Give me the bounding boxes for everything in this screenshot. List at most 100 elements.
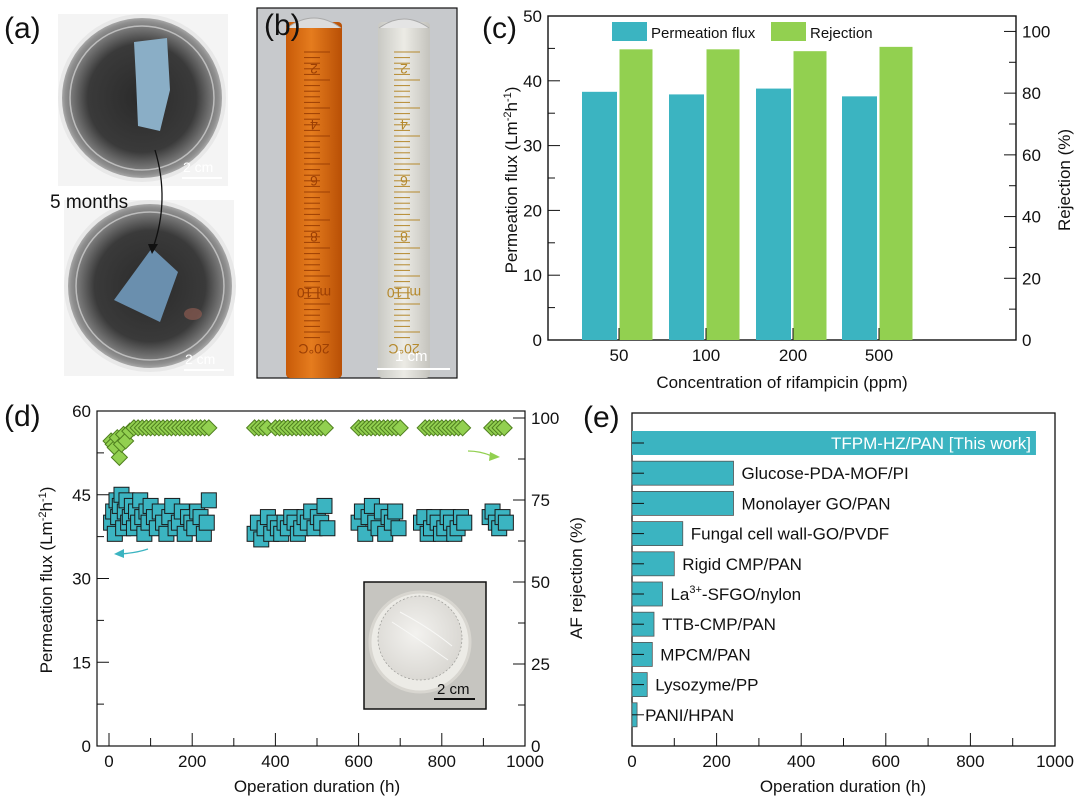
y-tick-label: 40	[523, 72, 542, 91]
tube-mark-label: 6	[400, 173, 408, 189]
tube-mark-label: ml 10	[297, 285, 331, 301]
duration-bar	[631, 490, 734, 516]
bar-flux	[582, 91, 617, 340]
scale-text-top: 2 cm	[183, 159, 213, 175]
x-tick-label: 200	[178, 752, 206, 771]
bar-label: Glucose-PDA-MOF/PI	[742, 464, 909, 483]
panel-d: (d) 0 200 400 600 800 10000153045600255075100…	[4, 400, 586, 796]
y-tick-label: 30	[72, 570, 91, 589]
rejection-point	[316, 419, 335, 437]
flux-point	[319, 520, 336, 537]
flux-point	[200, 492, 217, 509]
y2-tick-label: 75	[531, 491, 550, 510]
rejection-point	[495, 419, 513, 437]
tube-mark-label: 8	[400, 229, 408, 245]
legend-label-flux: Permeation flux	[651, 25, 756, 42]
panel-b-label: (b)	[264, 9, 301, 42]
bar-rejection	[619, 49, 653, 340]
aging-arrow	[152, 149, 163, 249]
bar-rejection	[793, 51, 827, 340]
tube-mark-label: ml 10	[387, 285, 421, 301]
membrane-inset-photo: 2 cm	[363, 581, 487, 710]
bar-flux	[756, 88, 791, 341]
panel-e: (e) TFPM-HZ/PAN [This work] Glucose-PDA-M…	[583, 401, 1074, 796]
bar-label: Rigid CMP/PAN	[682, 555, 802, 574]
bar-label: TFPM-HZ/PAN [This work]	[831, 434, 1031, 453]
panel-a: (a) 2 cm 2 cm 5 months	[4, 12, 236, 376]
bar-label: PANI/HPAN	[645, 706, 734, 725]
bar-flux	[669, 94, 704, 341]
y2-tick-label: 100	[1022, 22, 1050, 41]
x-axis-title-e: Operation duration (h)	[760, 777, 926, 796]
bar-label: Monolayer GO/PAN	[742, 494, 891, 513]
y-tick-label: 20	[523, 201, 542, 220]
arrow-left-icon	[114, 549, 124, 558]
x-axis-title-d: Operation duration (h)	[234, 777, 400, 796]
y-axis-title-d: Permeation flux (Lm-2h-1)	[37, 487, 56, 674]
y-tick-label: 10	[523, 266, 542, 285]
y2-tick-label: 80	[1022, 84, 1041, 103]
x-tick-label: 600	[344, 752, 372, 771]
flux-point	[198, 514, 215, 531]
rifampicin-tube-orange: 2 4 6 8 ml 10 20°C	[286, 17, 342, 378]
y2-axis-title-d: AF rejection (%)	[567, 517, 586, 639]
arrow-head-icon	[148, 244, 158, 254]
rejection-point	[200, 419, 218, 437]
legend-swatch-flux	[612, 22, 647, 41]
y2-tick-label: 20	[1022, 269, 1041, 288]
panel-e-label: (e)	[583, 401, 620, 434]
scale-text-tubes: 1 cm	[395, 348, 428, 365]
y-tick-label: 30	[523, 137, 542, 156]
arrow-right-icon	[489, 452, 500, 461]
x-tick-label: 1000	[1036, 752, 1074, 771]
x-tick-label: 200	[779, 346, 807, 365]
bar-rejection	[879, 46, 913, 340]
inset-scale-text: 2 cm	[437, 681, 470, 698]
legend-label-rejection: Rejection	[810, 25, 873, 42]
x-tick-label: 100	[692, 346, 720, 365]
membrane-fresh	[134, 38, 170, 131]
tube-mark-label: 20°C	[388, 341, 419, 357]
y-tick-label: 60	[72, 402, 91, 421]
x-tick-label: 800	[428, 752, 456, 771]
y2-tick-label: 50	[531, 573, 550, 592]
y-tick-label: 0	[533, 331, 542, 350]
rejection-point	[453, 419, 472, 437]
tube-mark-label: 2	[400, 61, 408, 77]
x-tick-label: 500	[865, 346, 893, 365]
tube-mark-label: 6	[310, 173, 318, 189]
bar-rejection	[706, 49, 740, 340]
tube-mark-label: 8	[310, 229, 318, 245]
flux-point	[497, 514, 514, 531]
rejection-point	[110, 448, 129, 467]
tube-mark-label: 4	[310, 117, 318, 133]
y2-axis-title-c: Rejection (%)	[1055, 129, 1074, 231]
bar-label: MPCM/PAN	[660, 645, 750, 664]
duration-bar	[631, 460, 734, 486]
x-tick-label: 0	[104, 752, 113, 771]
y2-tick-label: 0	[531, 737, 540, 756]
x-tick-label: 0	[627, 752, 636, 771]
panel-a-label: (a)	[4, 12, 41, 45]
flux-point	[387, 503, 404, 520]
tube-mark-label: 20°C	[298, 341, 329, 357]
panel-c-label: (c)	[482, 12, 517, 45]
tube-mark-label: 4	[400, 117, 408, 133]
legend-swatch-rejection	[771, 22, 806, 41]
panel-d-label: (d)	[4, 400, 41, 433]
y-tick-label: 50	[523, 7, 542, 26]
bar-flux	[842, 96, 877, 341]
flux-point	[390, 520, 407, 537]
tube-mark-label: 2	[310, 61, 318, 77]
y-tick-label: 15	[72, 653, 91, 672]
y2-tick-label: 25	[531, 655, 550, 674]
y2-tick-label: 100	[531, 409, 559, 428]
time-annotation: 5 months	[50, 192, 128, 213]
y2-tick-label: 0	[1022, 331, 1031, 350]
y-tick-label: 0	[82, 737, 91, 756]
flux-point	[456, 514, 473, 531]
x-tick-label: 50	[610, 346, 629, 365]
x-tick-label: 1000	[506, 752, 544, 771]
bar-label: TTB-CMP/PAN	[662, 615, 776, 634]
